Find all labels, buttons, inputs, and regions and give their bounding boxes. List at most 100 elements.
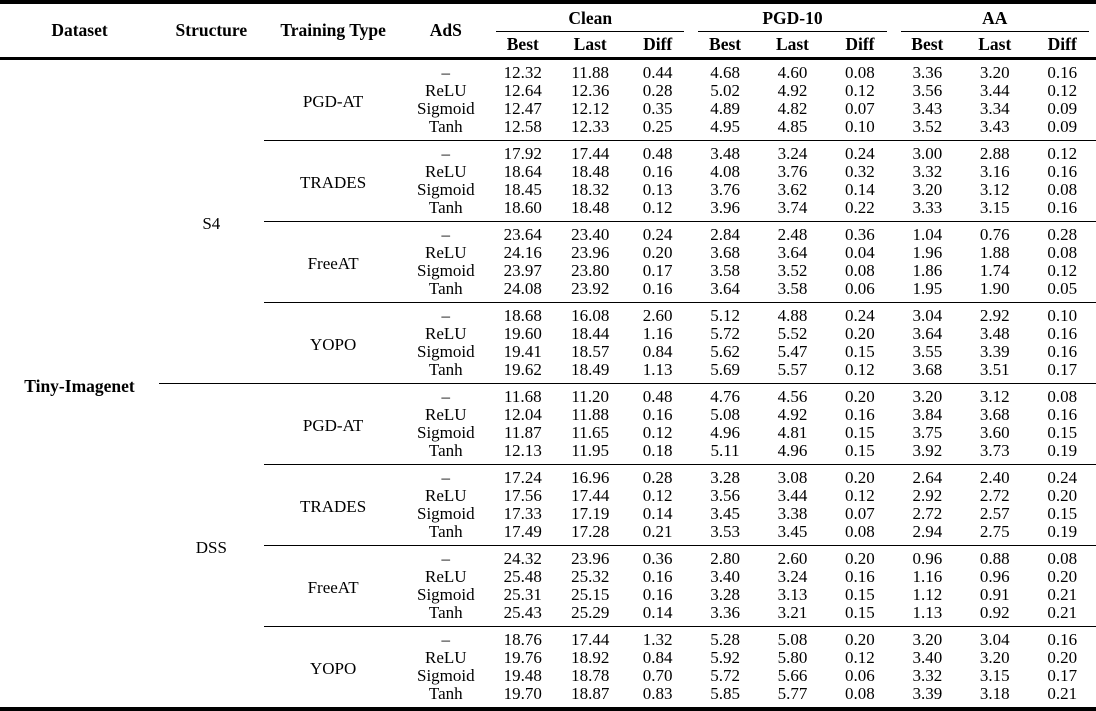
table-row: Tanh 25.43 25.29 0.14 3.36 3.21 0.15 1.13 0.92 0.…	[0, 604, 1096, 627]
header-cell: Dataset	[0, 2, 159, 60]
value-cell: 18.49	[571, 360, 610, 379]
value-cell: 18.57	[571, 342, 610, 361]
value-cell: 3.28	[710, 585, 740, 604]
value-cell: 2.92	[912, 486, 943, 505]
value-cell: 0.32	[845, 162, 875, 181]
value-cell: 3.48	[979, 324, 1010, 343]
value-cell: 3.18	[979, 684, 1010, 703]
table-row: YOPO –18.68 16.08 2.60 5.12 4.88 0.24 3.04 2.92 0…	[0, 302, 1096, 384]
value-cell: 11.20	[556, 383, 624, 406]
value-cell: 3.32	[912, 162, 943, 181]
table-row: ReLU 17.56 17.44 0.12 3.56 3.44 0.12 2.92 2.72 0.…	[0, 487, 1096, 505]
ads-cell: –	[402, 383, 490, 406]
ads-cell: Sigmoid	[416, 99, 475, 118]
value-cell: 2.40	[961, 464, 1029, 487]
value-cell: 3.73	[979, 441, 1010, 460]
training-type-cell: PGD-AT	[263, 383, 403, 465]
value-cell: 12.33	[571, 117, 610, 136]
value-cell: 0.21	[1047, 603, 1078, 622]
ads-cell: ReLU	[425, 567, 467, 586]
table-row: Tanh 12.13 11.95 0.18 5.11 4.96 0.15 3.92 3.73 0.…	[0, 442, 1096, 465]
value-cell: 1.16	[642, 324, 673, 343]
value-cell: 0.12	[642, 198, 673, 217]
group-header-cell: AA	[894, 2, 1096, 32]
sub-header-cell: Diff	[623, 32, 692, 60]
value-cell: 3.04	[961, 626, 1029, 649]
value-cell: 0.20	[826, 545, 894, 568]
value-cell: 3.62	[777, 180, 808, 199]
value-cell: 0.83	[642, 684, 673, 703]
value-cell: 0.12	[845, 81, 875, 100]
value-cell: 2.80	[691, 545, 759, 568]
value-cell: 17.44	[556, 626, 624, 649]
value-cell: 0.10	[845, 117, 875, 136]
ads-cell: ReLU	[425, 648, 467, 667]
value-cell: 18.76	[489, 626, 557, 649]
value-cell: 3.68	[912, 360, 943, 379]
value-cell: 3.44	[979, 81, 1010, 100]
value-cell: 3.45	[710, 504, 740, 523]
value-cell: 19.48	[503, 666, 542, 685]
value-cell: 5.08	[710, 405, 740, 424]
value-cell: 3.15	[979, 198, 1010, 217]
value-cell: 3.32	[912, 666, 943, 685]
ads-cell: –	[402, 140, 490, 163]
value-cell: 0.20	[826, 383, 894, 406]
value-cell: 11.88	[571, 63, 610, 82]
table-row: Tanh 12.58 12.33 0.25 4.95 4.85 0.10 3.52 3.43 0.…	[0, 118, 1096, 141]
value-cell: 0.24	[623, 221, 692, 244]
value-cell: 17.92	[489, 140, 557, 163]
value-cell: 3.96	[710, 198, 740, 217]
value-cell: 0.12	[845, 486, 875, 505]
value-cell: 0.84	[642, 342, 673, 361]
value-cell: 16.96	[556, 464, 624, 487]
value-cell: 0.15	[845, 441, 875, 460]
value-cell: 19.60	[503, 324, 542, 343]
value-cell: 3.56	[710, 486, 740, 505]
value-cell: 3.24	[777, 567, 808, 586]
value-cell: 3.68	[710, 243, 740, 262]
value-cell: 18.64	[503, 162, 542, 181]
value-cell: 3.12	[979, 180, 1010, 199]
value-cell: 0.08	[845, 261, 875, 280]
value-cell: 1.16	[912, 567, 943, 586]
value-cell: 25.48	[503, 567, 542, 586]
value-cell: 5.57	[777, 360, 808, 379]
value-cell: 0.16	[642, 585, 673, 604]
value-cell: 0.35	[642, 99, 673, 118]
value-cell: 5.72	[710, 324, 740, 343]
value-cell: 3.04	[893, 302, 962, 325]
value-cell: 0.16	[1047, 198, 1078, 217]
table-row: Sigmoid 19.41 18.57 0.84 5.62 5.47 0.15 3.55 3.3…	[0, 343, 1096, 361]
value-cell: 0.15	[845, 423, 875, 442]
ads-cell: Tanh	[428, 522, 463, 541]
value-cell: 3.38	[777, 504, 808, 523]
table-body: Tiny-Imagenet S4 PGD-AT –12.32 11.88 0.44 4.68…	[0, 59, 1096, 709]
value-cell: 3.52	[777, 261, 808, 280]
ads-cell: ReLU	[425, 162, 467, 181]
value-cell: 5.69	[710, 360, 740, 379]
ads-cell: Sigmoid	[416, 342, 475, 361]
table-row: Sigmoid 25.31 25.15 0.16 3.28 3.13 0.15 1.12 0.9…	[0, 586, 1096, 604]
value-cell: 3.20	[979, 63, 1010, 82]
value-cell: 0.16	[642, 162, 673, 181]
value-cell: 0.44	[642, 63, 673, 82]
value-cell: 5.85	[710, 684, 740, 703]
value-cell: 3.51	[979, 360, 1010, 379]
value-cell: 0.08	[1047, 243, 1078, 262]
value-cell: 23.92	[571, 279, 610, 298]
value-cell: 0.12	[845, 360, 875, 379]
value-cell: 1.86	[912, 261, 943, 280]
table-row: FreeAT –24.32 23.96 0.36 2.80 2.60 0.20 0.96 0.8…	[0, 545, 1096, 627]
value-cell: 0.15	[1047, 423, 1078, 442]
value-cell: 0.15	[845, 603, 875, 622]
value-cell: 2.88	[961, 140, 1029, 163]
sub-header-cell: Best	[691, 32, 759, 60]
ads-cell: –	[402, 221, 490, 244]
sub-header-cell: Last	[961, 32, 1029, 60]
value-cell: 18.60	[503, 198, 542, 217]
value-cell: 2.48	[758, 221, 827, 244]
value-cell: 0.36	[623, 545, 692, 568]
value-cell: 0.17	[1047, 666, 1078, 685]
